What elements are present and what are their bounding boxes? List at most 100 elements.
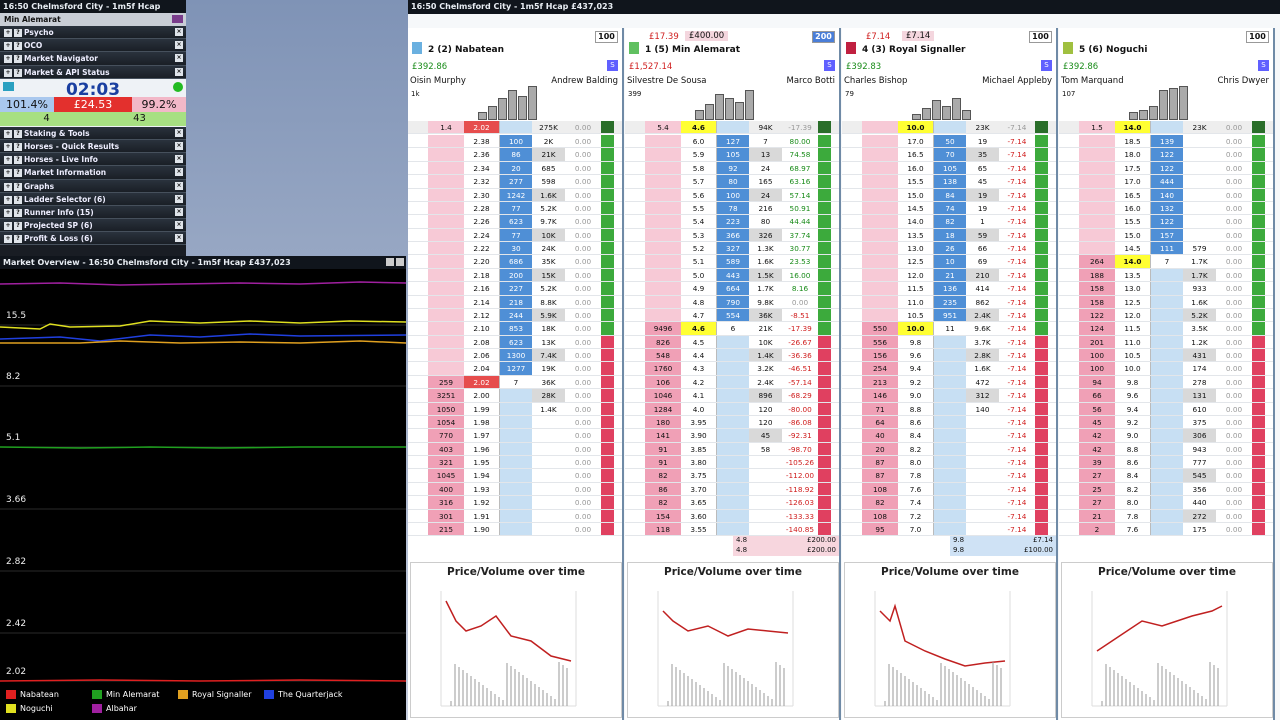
lay-cell[interactable] xyxy=(933,415,966,429)
expand-icon[interactable]: + xyxy=(4,182,12,191)
lay-cell[interactable]: 21 xyxy=(933,268,966,282)
position-cell[interactable] xyxy=(625,496,645,508)
expand-icon[interactable]: + xyxy=(4,235,12,244)
back-cell[interactable]: 45 xyxy=(1079,415,1115,429)
price-cell[interactable]: 5.6 xyxy=(681,188,716,201)
position-cell[interactable] xyxy=(842,135,862,147)
ladder-cell[interactable] xyxy=(716,121,749,134)
back-cell[interactable]: 40 xyxy=(862,429,898,442)
ladder-cell[interactable]: 275K xyxy=(539,123,558,132)
position-cell[interactable] xyxy=(842,162,862,174)
position-cell[interactable] xyxy=(1059,510,1079,522)
position-cell[interactable] xyxy=(625,376,645,388)
lay-cell[interactable] xyxy=(1150,456,1183,469)
position-cell[interactable] xyxy=(1059,215,1079,227)
price-cell[interactable]: 11.5 xyxy=(1115,322,1150,335)
lay-cell[interactable]: 122 xyxy=(1150,148,1183,161)
price-cell[interactable]: 3.85 xyxy=(681,442,716,455)
price-cell[interactable]: 3.60 xyxy=(681,509,716,522)
close-icon[interactable]: × xyxy=(175,194,183,203)
price-cell[interactable]: 2.18 xyxy=(464,268,499,282)
back-cell[interactable]: 91 xyxy=(645,442,681,455)
position-cell[interactable] xyxy=(625,336,645,348)
lay-cell[interactable]: 277 xyxy=(499,175,532,188)
position-cell[interactable] xyxy=(842,523,862,535)
back-cell[interactable] xyxy=(428,362,464,375)
price-cell[interactable]: 1.95 xyxy=(464,456,499,469)
position-cell[interactable] xyxy=(1059,309,1079,321)
position-cell[interactable] xyxy=(625,483,645,495)
price-cell[interactable]: 16.0 xyxy=(1115,201,1150,215)
s-button[interactable]: S xyxy=(1041,60,1052,71)
position-cell[interactable] xyxy=(1059,416,1079,428)
position-cell[interactable] xyxy=(625,429,645,441)
back-cell[interactable]: 87 xyxy=(862,469,898,482)
position-cell[interactable] xyxy=(1059,148,1079,160)
position-cell[interactable] xyxy=(1059,469,1079,481)
stake-input[interactable]: 100 xyxy=(1029,31,1052,43)
price-cell[interactable]: 5.8 xyxy=(681,161,716,175)
price-cell[interactable]: 1.98 xyxy=(464,415,499,429)
position-cell[interactable] xyxy=(1059,162,1079,174)
position-cell[interactable] xyxy=(625,443,645,455)
price-cell[interactable]: 2.08 xyxy=(464,335,499,348)
lay-cell[interactable]: 136 xyxy=(933,282,966,295)
price-cell[interactable]: 9.4 xyxy=(1115,402,1150,415)
lay-cell[interactable]: 853 xyxy=(499,322,532,335)
position-cell[interactable] xyxy=(625,175,645,187)
close-icon[interactable]: × xyxy=(175,207,183,216)
price-cell[interactable]: 11.0 xyxy=(1115,335,1150,348)
lay-cell[interactable] xyxy=(933,482,966,496)
help-icon[interactable]: ? xyxy=(14,55,22,64)
price-cell[interactable]: 10.5 xyxy=(898,308,933,322)
expand-icon[interactable]: + xyxy=(4,42,12,51)
runner-name[interactable]: 2 (2) Nabatean xyxy=(428,45,505,55)
lay-cell[interactable] xyxy=(499,402,532,415)
back-cell[interactable]: 94 xyxy=(1079,375,1115,389)
position-cell[interactable] xyxy=(408,269,428,281)
lay-cell[interactable] xyxy=(1150,335,1183,348)
lay-cell[interactable] xyxy=(1150,295,1183,308)
expand-icon[interactable]: + xyxy=(4,208,12,217)
back-cell[interactable]: 66 xyxy=(1079,389,1115,402)
back-cell[interactable] xyxy=(428,215,464,228)
ladder-cell[interactable]: 0.00 xyxy=(1225,123,1243,132)
tool-menu-item[interactable]: +? Psycho × xyxy=(0,26,186,40)
price-cell[interactable]: 1.91 xyxy=(464,509,499,522)
price-cell[interactable]: 2.24 xyxy=(464,228,499,241)
price-cell[interactable]: 2.00 xyxy=(464,389,499,402)
lay-cell[interactable]: 100 xyxy=(716,188,749,201)
position-cell[interactable] xyxy=(842,349,862,361)
lay-cell[interactable]: 7 xyxy=(1150,255,1183,268)
lay-cell[interactable] xyxy=(933,389,966,402)
position-cell[interactable] xyxy=(1059,242,1079,254)
price-cell[interactable]: 2.26 xyxy=(464,215,499,228)
position-cell[interactable] xyxy=(625,510,645,522)
back-cell[interactable]: 42 xyxy=(1079,442,1115,455)
lay-cell[interactable] xyxy=(716,349,749,362)
position-cell[interactable] xyxy=(842,469,862,481)
position-cell[interactable] xyxy=(842,215,862,227)
back-cell[interactable]: 100 xyxy=(1079,362,1115,375)
price-cell[interactable]: 12.5 xyxy=(898,255,933,268)
s-button[interactable]: S xyxy=(607,60,618,71)
back-cell[interactable] xyxy=(1079,228,1115,241)
lay-cell[interactable]: 157 xyxy=(1150,228,1183,241)
ladder-cell[interactable]: 14.0 xyxy=(1115,121,1150,134)
price-cell[interactable]: 11.0 xyxy=(898,295,933,308)
position-cell[interactable] xyxy=(408,148,428,160)
lay-cell[interactable] xyxy=(1150,509,1183,522)
price-cell[interactable]: 9.8 xyxy=(898,335,933,348)
position-cell[interactable] xyxy=(625,523,645,535)
position-cell[interactable] xyxy=(408,496,428,508)
price-cell[interactable]: 2.22 xyxy=(464,242,499,255)
price-cell[interactable]: 1.94 xyxy=(464,469,499,482)
back-cell[interactable] xyxy=(428,188,464,201)
position-cell[interactable] xyxy=(1059,189,1079,201)
back-cell[interactable]: 64 xyxy=(862,415,898,429)
price-cell[interactable]: 4.4 xyxy=(681,349,716,362)
back-cell[interactable]: 100 xyxy=(1079,349,1115,362)
s-button[interactable]: S xyxy=(824,60,835,71)
stake-input[interactable]: 200 xyxy=(812,31,835,43)
back-cell[interactable]: 1050 xyxy=(428,402,464,415)
